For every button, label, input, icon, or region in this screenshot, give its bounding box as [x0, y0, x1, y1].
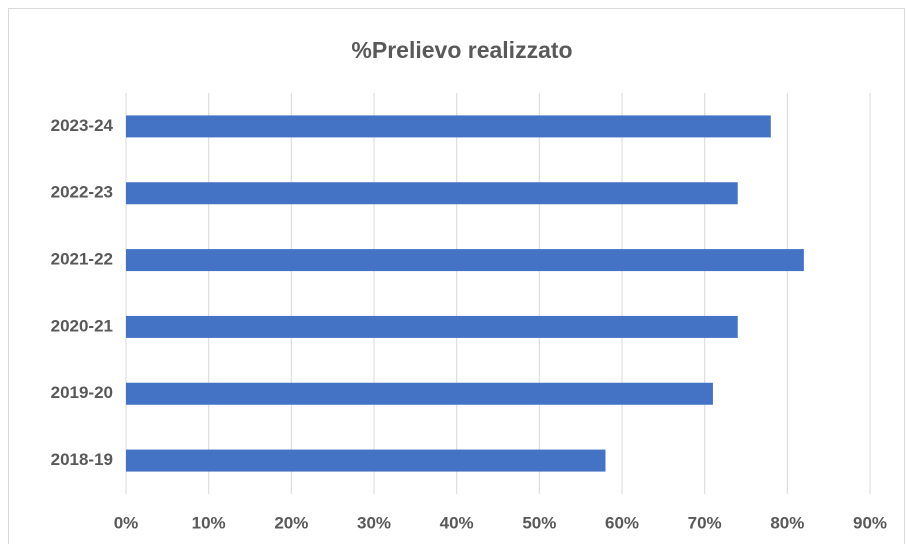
bar [126, 182, 738, 205]
x-tick-label: 80% [770, 513, 804, 532]
x-tick-label: 40% [440, 513, 474, 532]
bar [126, 315, 738, 338]
x-tick-label: 60% [605, 513, 639, 532]
chart-title: %Prelievo realizzato [351, 37, 572, 63]
x-tick-label: 0% [114, 513, 139, 532]
x-tick-label: 20% [274, 513, 308, 532]
x-tick-label: 30% [357, 513, 391, 532]
x-tick-label: 90% [853, 513, 887, 532]
bar [126, 115, 771, 138]
y-tick-label: 2021-22 [51, 250, 113, 269]
bar [126, 249, 804, 272]
y-tick-label: 2020-21 [51, 316, 113, 335]
y-tick-label: 2019-20 [51, 383, 113, 402]
x-tick-label: 10% [192, 513, 226, 532]
y-tick-label: 2022-23 [51, 183, 113, 202]
x-tick-label: 50% [522, 513, 556, 532]
bar [126, 449, 606, 472]
y-tick-label: 2023-24 [51, 116, 114, 135]
y-tick-label: 2018-19 [51, 450, 113, 469]
x-tick-label: 70% [688, 513, 722, 532]
bar [126, 382, 713, 405]
